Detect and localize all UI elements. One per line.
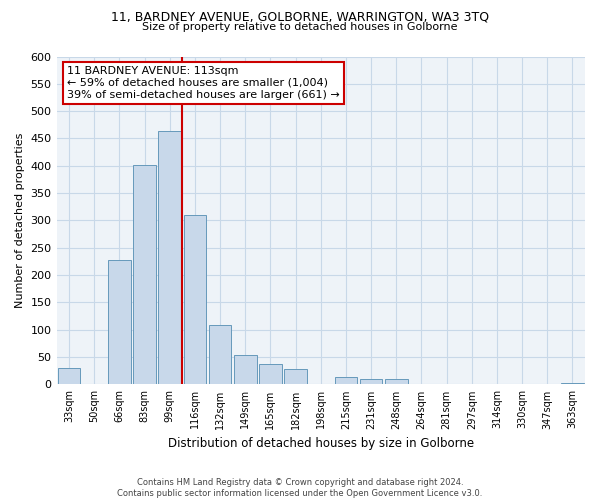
Bar — [335, 377, 357, 384]
Bar — [108, 260, 131, 384]
Text: Contains HM Land Registry data © Crown copyright and database right 2024.
Contai: Contains HM Land Registry data © Crown c… — [118, 478, 482, 498]
Bar — [561, 383, 584, 384]
Bar — [234, 355, 257, 384]
Bar — [158, 132, 181, 384]
Bar — [284, 368, 307, 384]
Text: 11 BARDNEY AVENUE: 113sqm
← 59% of detached houses are smaller (1,004)
39% of se: 11 BARDNEY AVENUE: 113sqm ← 59% of detac… — [67, 66, 340, 100]
Bar — [385, 379, 407, 384]
Bar — [360, 379, 382, 384]
Text: 11, BARDNEY AVENUE, GOLBORNE, WARRINGTON, WA3 3TQ: 11, BARDNEY AVENUE, GOLBORNE, WARRINGTON… — [111, 10, 489, 23]
Bar — [58, 368, 80, 384]
Bar — [184, 215, 206, 384]
Bar — [259, 364, 282, 384]
X-axis label: Distribution of detached houses by size in Golborne: Distribution of detached houses by size … — [168, 437, 474, 450]
Bar — [133, 166, 156, 384]
Text: Size of property relative to detached houses in Golborne: Size of property relative to detached ho… — [142, 22, 458, 32]
Bar — [209, 325, 232, 384]
Y-axis label: Number of detached properties: Number of detached properties — [15, 133, 25, 308]
